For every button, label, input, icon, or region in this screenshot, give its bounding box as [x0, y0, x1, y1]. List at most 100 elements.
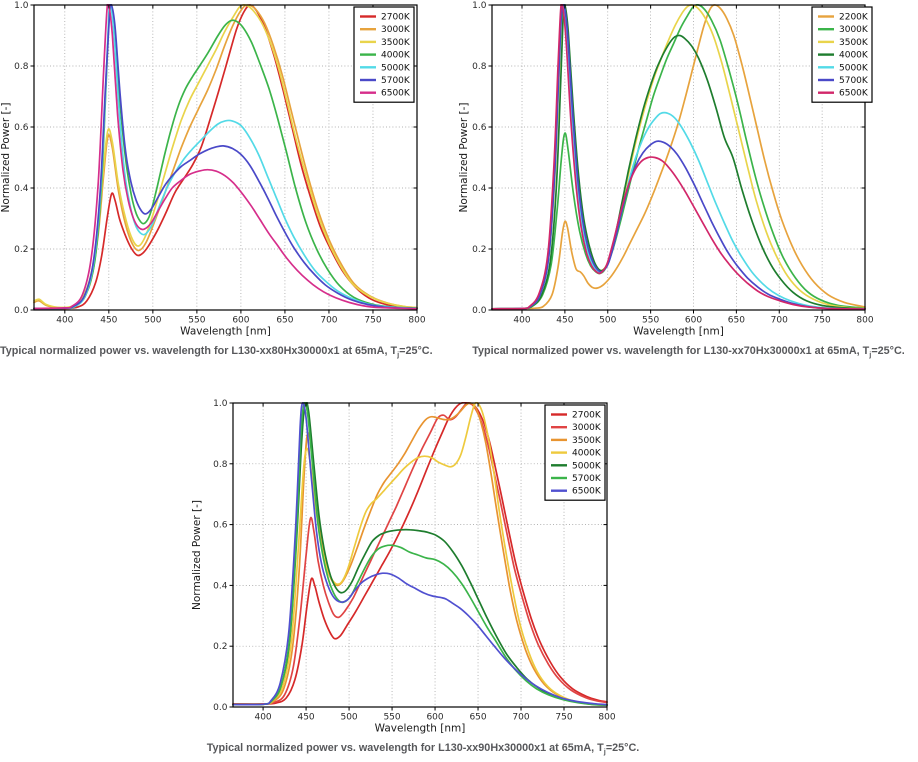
- chart-canvas: 400 450 500 550 600 650 700 750 800 0.0 0.2 0.4 0.6 0…: [0, 1, 426, 338]
- x-axis-label: Wavelength [nm]: [375, 723, 466, 735]
- legend-label: 4000K: [381, 51, 411, 61]
- x-tick-label: 800: [856, 316, 873, 326]
- x-tick-label: 650: [469, 713, 486, 723]
- tick-labels: 400 450 500 550 600 650 700 750 800 0.0 0.2 0.4 0.6 0…: [472, 1, 874, 326]
- x-tick-label: 450: [100, 316, 117, 326]
- axis-spines: [491, 4, 866, 311]
- legend-label: 2700K: [381, 13, 411, 23]
- caption-text: Typical normalized power vs. wavelength …: [206, 742, 604, 754]
- y-tick-label: 0.2: [14, 245, 28, 255]
- x-tick-label: 800: [408, 316, 425, 326]
- series-group: [491, 4, 866, 310]
- x-axis-label: Wavelength [nm]: [633, 326, 724, 337]
- series-line-3000K: [232, 402, 608, 705]
- tick-labels: 400 450 500 550 600 650 700 750 800 0.0 0.2 0.4 0.6 0…: [213, 399, 616, 723]
- legend-label: 3500K: [839, 38, 869, 48]
- ticks: [30, 4, 418, 314]
- x-tick-label: 750: [555, 713, 572, 723]
- y-axis-label: Normalized Power [-]: [0, 103, 12, 213]
- legend-label: 3500K: [381, 38, 411, 48]
- caption-text: Typical normalized power vs. wavelength …: [0, 345, 398, 357]
- y-tick-label: 0.6: [213, 521, 228, 531]
- caption-subscript: j: [603, 747, 606, 756]
- x-tick-label: 400: [513, 316, 530, 326]
- gridlines: [492, 5, 865, 310]
- gridlines: [233, 403, 607, 707]
- y-axis-label: Normalized Power [-]: [191, 500, 203, 610]
- legend-item-4000K: 4000K: [360, 51, 411, 61]
- y-tick-label: 0.8: [213, 460, 228, 470]
- series-line-6500K: [33, 4, 418, 310]
- series-line-5700K: [491, 4, 866, 310]
- x-tick-label: 400: [56, 316, 73, 326]
- y-tick-label: 1.0: [472, 1, 487, 11]
- x-tick-label: 650: [728, 316, 745, 326]
- y-tick-label: 0.8: [14, 62, 29, 72]
- x-tick-label: 550: [188, 316, 205, 326]
- y-tick-label: 0.4: [14, 184, 29, 194]
- y-tick-label: 0.0: [213, 703, 228, 713]
- legend-label: 2200K: [839, 13, 869, 23]
- chart-caption-80cri: Typical normalized power vs. wavelength …: [0, 344, 433, 362]
- legend-item-5000K: 5000K: [551, 461, 602, 471]
- legend: 2700K 3000K 3500K 4000K 5000K 5700K 6500K: [544, 404, 606, 501]
- legend-item-2700K: 2700K: [360, 13, 411, 23]
- x-tick-label: 800: [598, 713, 615, 723]
- x-tick-label: 550: [642, 316, 659, 326]
- legend-item-3000K: 3000K: [360, 25, 411, 35]
- y-tick-label: 1.0: [213, 399, 228, 409]
- y-tick-label: 0.0: [14, 306, 29, 316]
- y-tick-label: 0.2: [213, 642, 227, 652]
- x-tick-label: 450: [297, 713, 314, 723]
- x-axis-label: Wavelength [nm]: [180, 326, 271, 337]
- y-tick-label: 0.4: [472, 184, 487, 194]
- caption-text: =25°C.: [605, 742, 640, 754]
- caption-subscript: j: [397, 350, 400, 359]
- legend-item-5700K: 5700K: [360, 76, 411, 86]
- x-tick-label: 450: [556, 316, 573, 326]
- chart-figure-90cri: 400 450 500 550 600 650 700 750 800 0.0 0.2 0.4 0.6 0…: [183, 392, 663, 736]
- series-group: [33, 4, 418, 310]
- legend-label: 5000K: [572, 461, 602, 471]
- series-line-2200K: [491, 4, 866, 310]
- axis-spines: [232, 402, 608, 708]
- y-tick-label: 0.2: [472, 245, 486, 255]
- legend-item-2200K: 2200K: [818, 13, 869, 23]
- chart-caption-90cri: Typical normalized power vs. wavelength …: [183, 741, 663, 759]
- caption-text: =25°C.: [871, 345, 905, 357]
- legend-label: 6500K: [839, 89, 869, 99]
- legend-label: 5000K: [839, 63, 869, 73]
- chart-figure-80cri: 400 450 500 550 600 650 700 750 800 0.0 0.2 0.4 0.6 0…: [0, 0, 432, 338]
- x-tick-label: 400: [254, 713, 271, 723]
- legend-item-5000K: 5000K: [360, 63, 411, 73]
- y-tick-label: 0.6: [14, 123, 29, 133]
- x-tick-label: 500: [599, 316, 616, 326]
- legend-label: 2700K: [572, 411, 602, 421]
- series-line-2700K: [232, 402, 608, 705]
- legend-item-3500K: 3500K: [360, 38, 411, 48]
- y-axis-label: Normalized Power [-]: [459, 103, 470, 213]
- tick-labels: 400 450 500 550 600 650 700 750 800 0.0 0.2 0.4 0.6 0…: [14, 1, 426, 326]
- legend-item-3500K: 3500K: [818, 38, 869, 48]
- legend-label: 6500K: [572, 487, 602, 497]
- legend-item-6500K: 6500K: [360, 89, 411, 99]
- x-tick-label: 700: [320, 316, 337, 326]
- y-tick-label: 0.4: [213, 581, 228, 591]
- x-tick-label: 700: [512, 713, 529, 723]
- x-tick-label: 600: [426, 713, 443, 723]
- legend-item-4000K: 4000K: [551, 449, 602, 459]
- legend-item-3000K: 3000K: [551, 423, 602, 433]
- legend-item-5700K: 5700K: [818, 76, 869, 86]
- legend-label: 3000K: [839, 25, 869, 35]
- legend-label: 5700K: [839, 76, 869, 86]
- x-tick-label: 750: [814, 316, 831, 326]
- legend-label: 5700K: [572, 474, 602, 484]
- legend-label: 5000K: [381, 63, 411, 73]
- legend-item-5700K: 5700K: [551, 474, 602, 484]
- chart-caption-70cri: Typical normalized power vs. wavelength …: [459, 344, 918, 362]
- x-tick-label: 700: [771, 316, 788, 326]
- axis-spines: [33, 4, 418, 311]
- legend-label: 6500K: [381, 89, 411, 99]
- legend: 2200K 3000K 3500K 4000K 5000K 5700K 6500K: [811, 6, 873, 103]
